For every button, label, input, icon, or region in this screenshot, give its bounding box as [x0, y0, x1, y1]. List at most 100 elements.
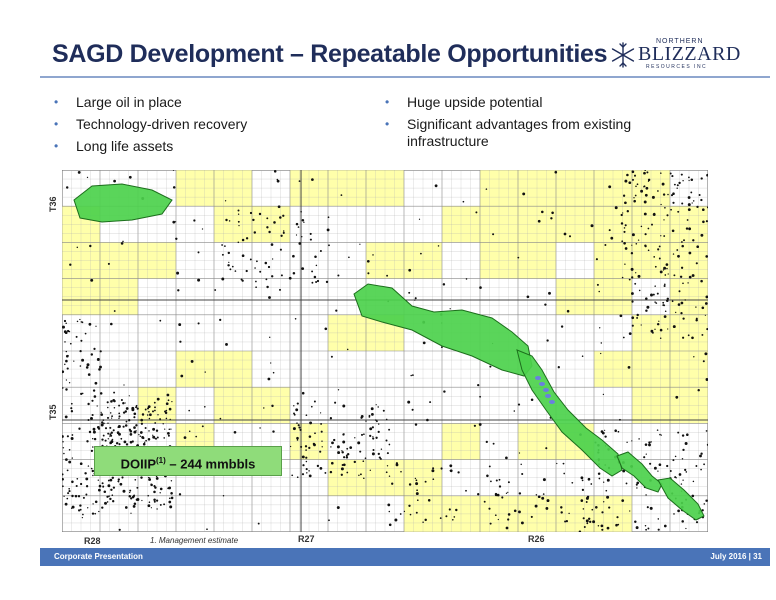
well-marker — [410, 374, 413, 377]
well-marker — [657, 190, 659, 192]
bullet-item: Technology-driven recovery — [50, 116, 350, 133]
well-marker — [600, 342, 603, 344]
well-marker — [266, 226, 269, 229]
well-marker — [97, 479, 99, 481]
well-marker — [304, 445, 308, 448]
well-marker — [320, 422, 323, 425]
logo-wordmark: BLIZZARD — [638, 43, 741, 65]
well-marker — [79, 504, 82, 507]
well-marker — [288, 276, 292, 280]
well-marker — [685, 471, 688, 473]
well-marker — [457, 471, 460, 474]
well-marker — [98, 510, 100, 513]
well-marker — [388, 523, 392, 527]
well-marker — [292, 427, 296, 431]
well-marker — [582, 508, 585, 510]
well-marker — [648, 441, 651, 444]
well-marker — [296, 402, 299, 405]
well-marker — [70, 402, 73, 405]
well-marker — [595, 506, 598, 509]
well-marker — [414, 299, 416, 301]
well-marker — [104, 427, 108, 430]
well-marker — [657, 470, 659, 472]
well-marker — [124, 506, 128, 509]
well-marker — [671, 175, 674, 178]
well-marker — [65, 186, 69, 189]
well-marker — [678, 473, 682, 476]
well-marker — [190, 359, 194, 363]
doiip-value: – 244 mmbbls — [165, 456, 256, 472]
well-marker — [604, 244, 607, 246]
well-marker — [168, 497, 171, 500]
well-marker — [400, 470, 402, 473]
bullet-item: Large oil in place — [50, 94, 350, 111]
well-marker — [122, 240, 124, 243]
well-marker — [325, 280, 329, 284]
well-marker — [627, 366, 631, 369]
well-marker — [101, 421, 104, 424]
well-marker — [643, 171, 646, 175]
development-area-southeast — [657, 477, 705, 521]
well-marker — [563, 232, 567, 236]
well-marker — [665, 263, 669, 266]
well-marker — [123, 440, 127, 444]
well-marker — [682, 317, 685, 320]
well-marker — [298, 180, 301, 182]
well-marker — [269, 336, 271, 338]
well-marker — [120, 398, 123, 402]
well-marker — [79, 365, 82, 367]
well-marker — [426, 418, 429, 422]
well-marker — [442, 283, 446, 286]
well-marker — [110, 322, 113, 326]
well-marker — [71, 434, 74, 436]
footer-bar: Corporate Presentation July 2016 | 31 — [40, 548, 770, 566]
well-marker — [337, 451, 341, 455]
well-marker — [403, 510, 406, 513]
well-marker — [123, 384, 125, 386]
well-marker — [590, 483, 593, 485]
well-marker — [388, 475, 391, 477]
well-marker — [140, 418, 144, 422]
well-marker — [79, 482, 83, 486]
well-marker — [96, 405, 98, 407]
well-marker — [68, 487, 71, 490]
well-marker — [638, 289, 641, 292]
well-marker — [240, 278, 243, 281]
well-marker — [155, 429, 159, 432]
well-marker — [64, 363, 66, 366]
well-marker — [562, 462, 565, 465]
well-marker — [267, 265, 271, 269]
well-marker — [347, 453, 350, 456]
well-marker — [380, 448, 383, 450]
well-marker — [279, 248, 282, 251]
well-marker — [647, 178, 651, 182]
well-marker — [94, 512, 97, 515]
well-marker — [684, 468, 687, 472]
well-marker — [249, 211, 253, 215]
well-marker — [643, 200, 647, 204]
well-marker — [684, 442, 688, 445]
well-marker — [176, 271, 180, 275]
well-marker — [170, 480, 173, 482]
well-marker — [704, 352, 708, 356]
well-marker — [542, 493, 545, 495]
well-marker — [276, 179, 280, 183]
well-marker — [128, 395, 130, 397]
well-marker — [345, 456, 349, 459]
well-marker — [84, 332, 87, 335]
well-marker — [513, 410, 516, 412]
well-marker — [224, 200, 227, 202]
well-marker — [107, 484, 111, 488]
well-marker — [387, 503, 391, 507]
well-marker — [443, 390, 446, 393]
well-marker — [415, 511, 418, 514]
well-marker — [280, 234, 283, 237]
well-marker — [702, 220, 705, 224]
well-marker — [308, 470, 310, 472]
well-marker — [62, 447, 65, 449]
well-marker — [517, 403, 521, 406]
well-marker — [488, 507, 491, 510]
well-marker — [636, 183, 639, 186]
well-marker — [672, 253, 675, 255]
well-marker — [87, 465, 90, 467]
